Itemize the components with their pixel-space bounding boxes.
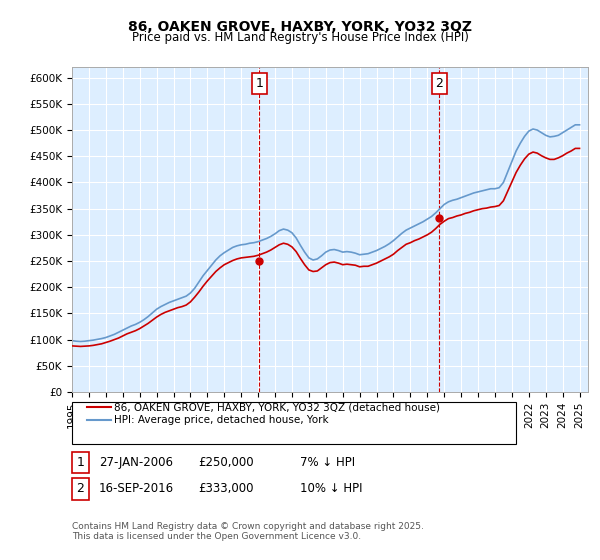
- Text: 10% ↓ HPI: 10% ↓ HPI: [300, 482, 362, 496]
- Text: Contains HM Land Registry data © Crown copyright and database right 2025.
This d: Contains HM Land Registry data © Crown c…: [72, 522, 424, 542]
- Text: 86, OAKEN GROVE, HAXBY, YORK, YO32 3QZ (detached house): 86, OAKEN GROVE, HAXBY, YORK, YO32 3QZ (…: [114, 402, 440, 412]
- Text: 16-SEP-2016: 16-SEP-2016: [99, 482, 174, 496]
- Text: 1: 1: [76, 456, 85, 469]
- Text: 7% ↓ HPI: 7% ↓ HPI: [300, 456, 355, 469]
- Text: £250,000: £250,000: [198, 456, 254, 469]
- Text: £333,000: £333,000: [198, 482, 254, 496]
- Text: 27-JAN-2006: 27-JAN-2006: [99, 456, 173, 469]
- Text: HPI: Average price, detached house, York: HPI: Average price, detached house, York: [114, 415, 329, 425]
- Text: 1: 1: [256, 77, 263, 90]
- Text: 2: 2: [76, 482, 85, 496]
- Text: 86, OAKEN GROVE, HAXBY, YORK, YO32 3QZ: 86, OAKEN GROVE, HAXBY, YORK, YO32 3QZ: [128, 20, 472, 34]
- Text: 2: 2: [436, 77, 443, 90]
- Text: Price paid vs. HM Land Registry's House Price Index (HPI): Price paid vs. HM Land Registry's House …: [131, 31, 469, 44]
